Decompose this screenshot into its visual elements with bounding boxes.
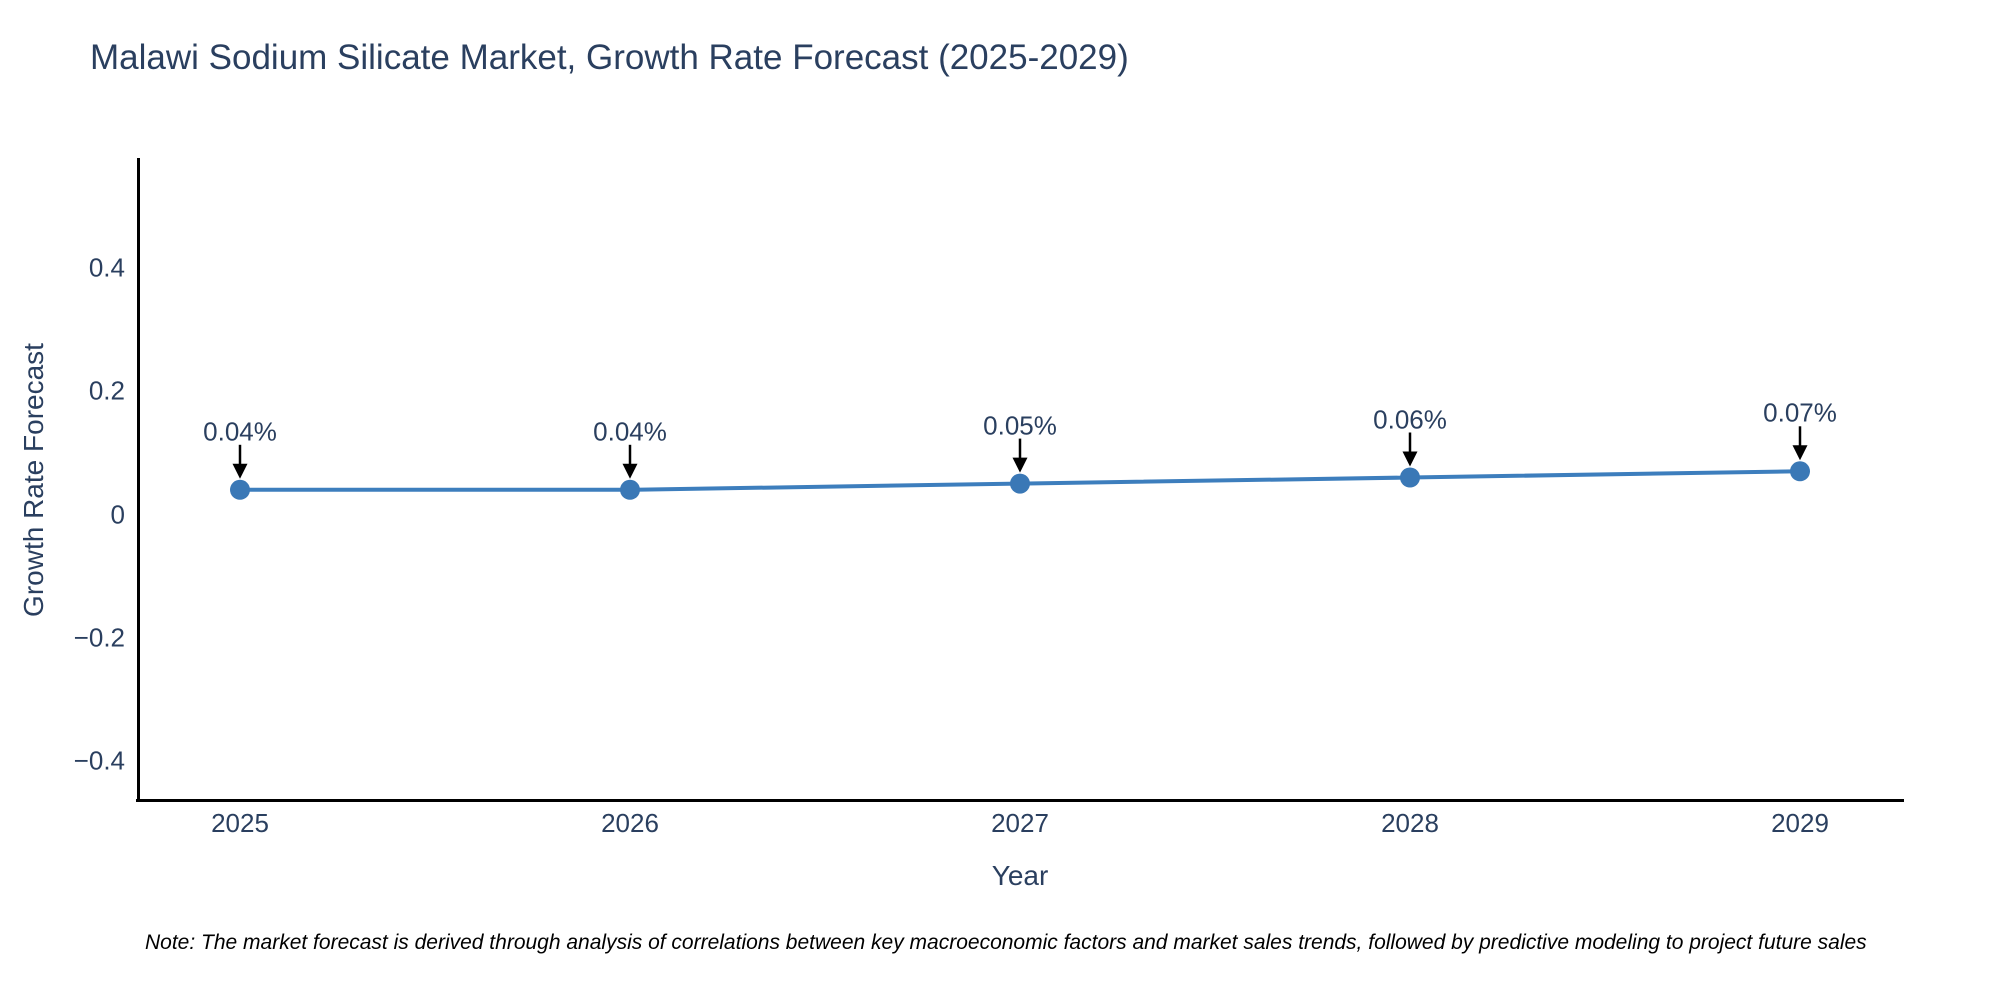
x-tick-label: 2025 xyxy=(211,808,269,838)
y-tick-label: 0.4 xyxy=(88,252,125,283)
data-point-marker xyxy=(1790,461,1810,482)
data-point-marker xyxy=(230,479,250,500)
footnote: Note: The market forecast is derived thr… xyxy=(145,931,1867,954)
annotation-label: 0.04% xyxy=(203,416,277,447)
data-point-marker xyxy=(1010,473,1030,494)
annotation-arrowhead xyxy=(1012,457,1028,473)
x-tick-label: 2028 xyxy=(1381,808,1439,838)
y-tick-label: 0 xyxy=(110,499,125,529)
x-tick-label: 2026 xyxy=(601,808,659,838)
annotation-arrowhead xyxy=(1402,451,1418,467)
annotation-arrowhead xyxy=(1792,445,1808,461)
annotation-label: 0.05% xyxy=(983,410,1057,441)
annotation-arrowhead xyxy=(232,463,248,479)
annotation-label: 0.04% xyxy=(593,416,667,447)
annotation-label: 0.06% xyxy=(1373,404,1447,434)
x-tick-label: 2029 xyxy=(1771,808,1829,838)
x-tick-label: 2027 xyxy=(991,808,1049,838)
y-axis-spine xyxy=(137,158,140,802)
data-point-marker xyxy=(1400,467,1420,488)
y-tick-label: −0.2 xyxy=(73,622,125,653)
y-tick-label: 0.2 xyxy=(88,375,125,406)
annotation-label: 0.07% xyxy=(1763,397,1837,428)
y-tick-label: −0.4 xyxy=(73,745,125,776)
annotation-arrowhead xyxy=(622,463,638,479)
x-axis-title: Year xyxy=(991,860,1049,891)
x-axis-spine xyxy=(136,799,1904,802)
chart-title: Malawi Sodium Silicate Market, Growth Ra… xyxy=(90,38,1129,77)
data-point-marker xyxy=(620,479,640,500)
